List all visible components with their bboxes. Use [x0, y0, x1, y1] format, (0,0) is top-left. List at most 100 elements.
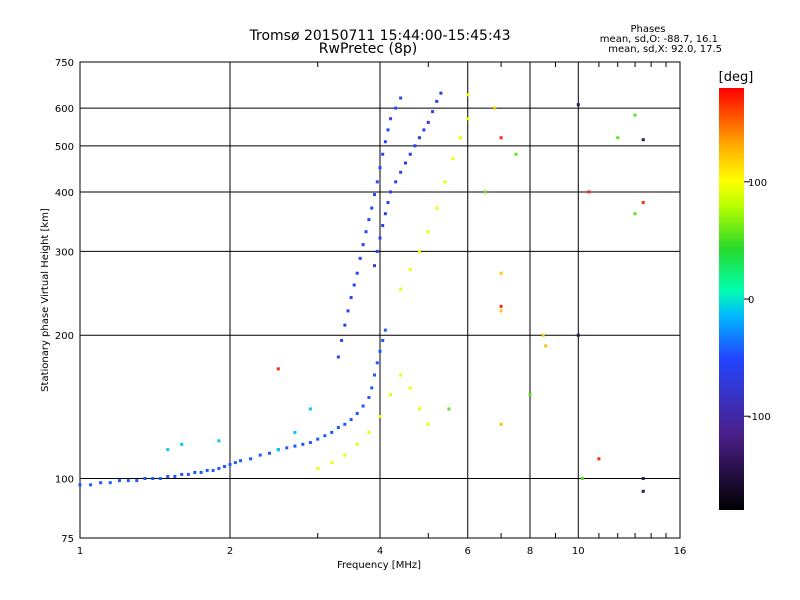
data-point — [186, 472, 190, 476]
data-point — [308, 441, 312, 445]
colorbar-tick-label: 0 — [748, 295, 754, 306]
data-point — [417, 136, 421, 140]
data-point — [514, 152, 518, 156]
data-point — [426, 230, 430, 234]
data-point — [493, 106, 497, 110]
x-tick-label: 2 — [227, 546, 233, 557]
data-point — [499, 271, 503, 275]
data-point — [343, 453, 347, 457]
x-tick-label: 8 — [527, 546, 533, 557]
data-point — [633, 113, 637, 117]
data-point — [399, 287, 403, 291]
data-point — [217, 466, 221, 470]
y-tick-label: 750 — [55, 58, 74, 69]
data-point — [435, 99, 439, 103]
data-point — [217, 439, 221, 443]
data-point — [528, 393, 532, 397]
data-point — [355, 411, 359, 415]
y-tick-label: 300 — [55, 247, 74, 258]
colorbar — [719, 88, 744, 510]
data-point — [285, 446, 289, 450]
data-point — [458, 136, 462, 140]
data-point — [383, 212, 387, 216]
data-point — [597, 457, 601, 461]
data-point — [431, 110, 435, 114]
data-point — [99, 481, 103, 485]
data-point — [386, 128, 390, 132]
data-point — [180, 442, 184, 446]
y-tick-label: 400 — [55, 188, 74, 199]
y-tick-label: 600 — [55, 104, 74, 115]
data-point — [378, 349, 382, 353]
data-point — [383, 140, 387, 144]
data-point — [435, 206, 439, 210]
x-tick-label: 4 — [377, 546, 383, 557]
colorbar-label: [deg] — [719, 70, 754, 85]
data-point — [381, 152, 385, 156]
x-axis-label: Frequency [MHz] — [337, 560, 421, 571]
data-point — [166, 448, 170, 452]
data-point — [364, 230, 368, 234]
data-point — [78, 483, 82, 487]
data-point — [301, 442, 305, 446]
x-axis-ticks: 1 2 4 6 8 10 16 — [77, 546, 687, 557]
data-point — [361, 243, 365, 247]
data-point — [426, 120, 430, 124]
y-tick-label: 100 — [55, 475, 74, 486]
data-point — [408, 152, 412, 156]
data-point — [276, 367, 280, 371]
x-tick-label: 16 — [674, 546, 687, 557]
colorbar-tick-label: -100 — [748, 412, 771, 423]
data-point — [375, 361, 379, 365]
data-point — [499, 136, 503, 140]
data-point — [126, 479, 130, 483]
data-point — [323, 434, 327, 438]
data-point — [417, 249, 421, 253]
data-point — [316, 466, 320, 470]
data-point — [375, 180, 379, 184]
data-point — [199, 470, 203, 474]
data-point — [373, 373, 377, 377]
data-point — [399, 373, 403, 377]
data-point — [352, 283, 356, 287]
data-point — [378, 236, 382, 240]
data-point — [447, 407, 451, 411]
chart-title: Tromsø 20150711 15:44:00-15:45:43 — [249, 28, 511, 44]
data-point — [343, 422, 347, 426]
data-point — [483, 190, 487, 194]
data-point — [355, 271, 359, 275]
data-point — [408, 267, 412, 271]
data-point — [378, 414, 382, 418]
data-point — [466, 93, 470, 97]
y-tick-label: 75 — [61, 534, 74, 545]
data-point — [355, 442, 359, 446]
data-point — [336, 425, 340, 429]
data-point — [443, 180, 447, 184]
data-point — [239, 459, 243, 463]
data-point — [403, 161, 407, 165]
data-point — [370, 386, 374, 390]
data-point — [413, 144, 417, 148]
data-point — [576, 103, 580, 107]
data-point — [581, 477, 585, 481]
data-point — [422, 128, 426, 132]
data-point — [166, 474, 170, 478]
data-point — [343, 323, 347, 327]
data-point — [499, 304, 503, 308]
data-point — [135, 479, 139, 483]
data-point — [370, 206, 374, 210]
data-point — [381, 224, 385, 228]
data-point — [233, 461, 237, 465]
data-point — [386, 201, 390, 205]
data-point — [399, 170, 403, 174]
data-point — [378, 166, 382, 170]
data-point — [211, 468, 215, 472]
data-point — [193, 470, 197, 474]
data-point — [641, 201, 645, 205]
data-point — [576, 333, 580, 337]
data-point — [417, 407, 421, 411]
data-point — [367, 395, 371, 399]
phases-heading: Phases — [630, 24, 665, 35]
data-point — [143, 477, 147, 481]
data-point — [381, 338, 385, 342]
